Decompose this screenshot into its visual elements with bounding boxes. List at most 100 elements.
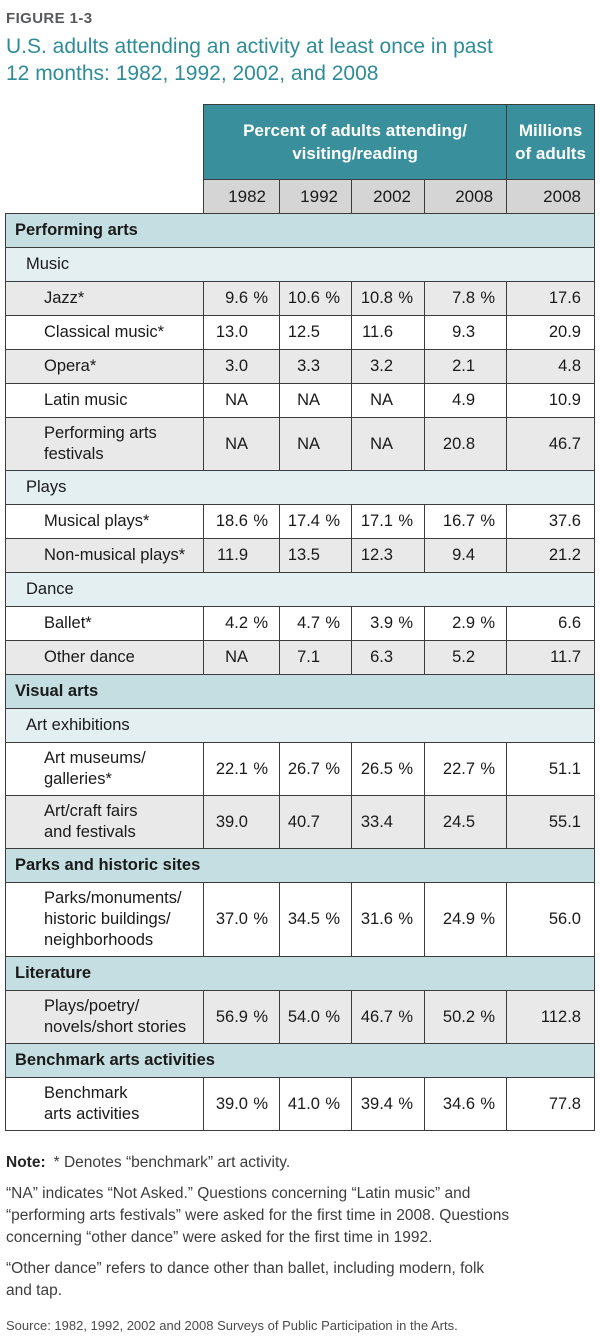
value-number: 20.8	[442, 434, 476, 453]
value-number: 9.3	[452, 323, 476, 341]
percent-sign: %	[480, 614, 496, 632]
millions-value-cell: 37.6	[506, 504, 595, 539]
year-header-2008: 2008	[423, 179, 508, 214]
row-label: Performing arts festivals	[5, 417, 204, 471]
value-number: 41.0	[287, 1094, 320, 1113]
percent-sign: %	[398, 614, 413, 632]
percent-value-cell: 11.6	[351, 315, 425, 350]
percent-value-cell: 24.9%	[423, 882, 508, 957]
percent-value-cell: 56.9%	[203, 990, 280, 1044]
millions-value-cell: 17.6	[506, 281, 595, 316]
value-number: 24.9	[442, 910, 476, 928]
percent-sign: %	[253, 1094, 268, 1113]
percent-value-cell: 9.4	[423, 538, 508, 573]
percent-value-cell: 26.7%	[279, 742, 352, 796]
value-number: NA	[225, 648, 248, 666]
percent-sign: %	[325, 512, 340, 530]
table-row: Art museums/ galleries* 22.1% 26.7% 26.5% 22…	[5, 742, 595, 796]
row-label: Art/craft fairs and festivals	[5, 795, 204, 849]
percent-sign: %	[398, 759, 413, 778]
row-label: Latin music	[5, 383, 204, 418]
note-label: Note:	[6, 1154, 46, 1171]
percent-value-cell: 13.5	[279, 538, 352, 573]
percent-sign: %	[325, 759, 340, 778]
percent-sign: %	[325, 1007, 340, 1026]
percent-value-cell: 17.4%	[279, 504, 352, 539]
millions-value-cell: 112.8	[506, 990, 595, 1044]
value-number: 39.4	[360, 1094, 393, 1113]
value-number: 4.9	[452, 391, 476, 409]
row-label: Jazz*	[5, 281, 204, 316]
value-number: 13.5	[287, 546, 320, 564]
value-number: 7.1	[297, 648, 320, 666]
percent-value-cell: 39.4%	[351, 1077, 425, 1131]
percent-sign: %	[253, 759, 268, 778]
percent-sign: %	[325, 289, 340, 307]
percent-value-cell: 3.9%	[351, 606, 425, 641]
percent-value-cell: 2.9%	[423, 606, 508, 641]
percent-value-cell: 5.2	[423, 640, 508, 675]
table-row: Performing arts festivals NA NA NA 20.8 46.7	[5, 417, 595, 471]
subsection-header: Music	[5, 247, 595, 282]
percent-sign: %	[253, 614, 268, 632]
table-row: Latin music NA NA NA 4.9 10.9	[5, 383, 595, 418]
note-benchmark-line: Note: * Denotes “benchmark” art activity.	[6, 1152, 591, 1174]
year-header-row: 1982 1992 2002 2008 2008	[5, 179, 595, 214]
value-number: 7.8	[452, 289, 476, 307]
note-na-text: “NA” indicates “Not Asked.” Questions co…	[6, 1185, 510, 1246]
value-number: NA	[225, 391, 248, 409]
section-header: Performing arts	[5, 213, 595, 248]
percent-value-cell: 4.9	[423, 383, 508, 418]
value-number: NA	[297, 391, 320, 409]
value-number: 39.0	[215, 812, 248, 831]
table-row: Art/craft fairs and festivals 39.0 40.7 33.…	[5, 795, 595, 849]
percent-value-cell: NA	[279, 383, 352, 418]
percent-value-cell: 2.1	[423, 349, 508, 384]
value-number: 37.0	[215, 910, 248, 928]
percent-value-cell: 50.2%	[423, 990, 508, 1044]
millions-value-cell: 10.9	[506, 383, 595, 418]
percent-value-cell: 11.9	[203, 538, 280, 573]
table-row: Parks/monuments/ historic buildings/ nei…	[5, 882, 595, 957]
percent-value-cell: 22.7%	[423, 742, 508, 796]
section-row: Literature	[5, 956, 595, 991]
percent-value-cell: NA	[279, 417, 352, 471]
percent-sign: %	[480, 1094, 496, 1113]
table-row: Musical plays* 18.6% 17.4% 17.1% 16.7% 37.6	[5, 504, 595, 539]
value-number: 4.2	[225, 614, 248, 632]
percent-value-cell: 33.4	[351, 795, 425, 849]
percent-sign: %	[398, 1007, 413, 1026]
percent-value-cell: 7.8%	[423, 281, 508, 316]
percent-value-cell: 22.1%	[203, 742, 280, 796]
percent-value-cell: 9.3	[423, 315, 508, 350]
value-number: 10.6	[287, 289, 320, 307]
percent-value-cell: 18.6%	[203, 504, 280, 539]
value-number: 3.3	[297, 357, 320, 375]
percent-value-cell: 12.5	[279, 315, 352, 350]
subsection-header: Art exhibitions	[5, 708, 595, 743]
value-number: 9.4	[452, 546, 476, 564]
value-number: 46.7	[360, 1007, 393, 1026]
percent-value-cell: 31.6%	[351, 882, 425, 957]
percent-value-cell: 4.2%	[203, 606, 280, 641]
row-label: Benchmark arts activities	[5, 1077, 204, 1131]
section-header: Visual arts	[5, 674, 595, 709]
subsection-row: Music	[5, 247, 595, 282]
millions-value-cell: 46.7	[506, 417, 595, 471]
percent-sign: %	[253, 512, 268, 530]
figure-title: U.S. adults attending an activity at lea…	[6, 35, 493, 85]
percent-value-cell: NA	[203, 383, 280, 418]
percent-value-cell: 54.0%	[279, 990, 352, 1044]
percent-value-cell: 39.0	[203, 795, 280, 849]
section-row: Performing arts	[5, 213, 595, 248]
millions-value-cell: 51.1	[506, 742, 595, 796]
value-number: NA	[370, 434, 393, 453]
subsection-header: Dance	[5, 572, 595, 607]
table-row: Benchmark arts activities 39.0% 41.0% 39.4%…	[5, 1077, 595, 1131]
figure-label: FIGURE 1-3	[6, 10, 93, 27]
percent-value-cell: 12.3	[351, 538, 425, 573]
millions-value-cell: 21.2	[506, 538, 595, 573]
percent-sign: %	[398, 289, 413, 307]
millions-value-cell: 20.9	[506, 315, 595, 350]
